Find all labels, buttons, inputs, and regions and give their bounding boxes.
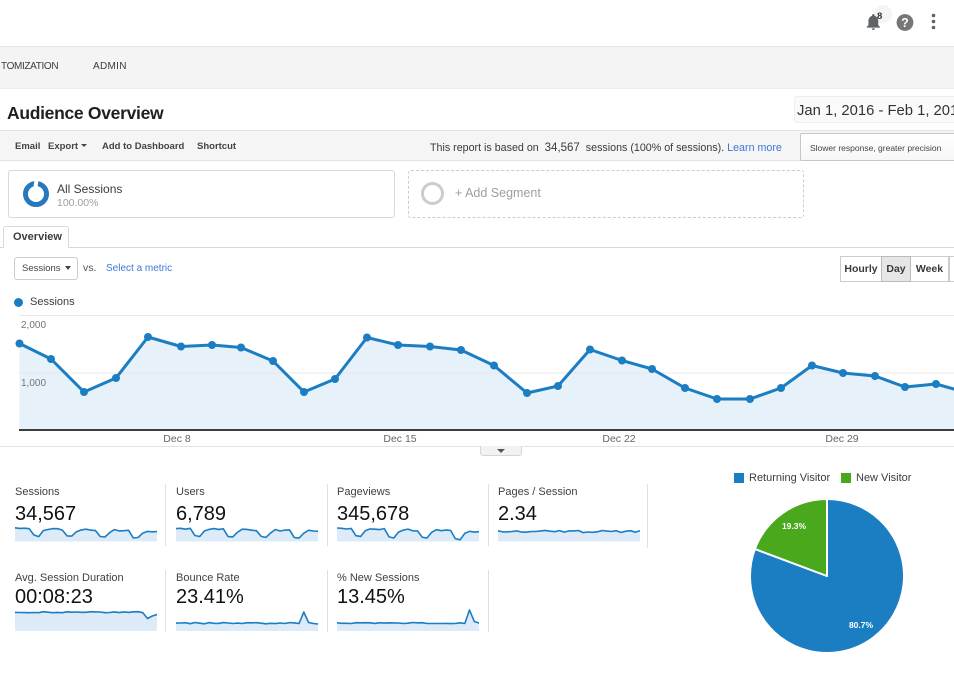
- svg-text:19.3%: 19.3%: [782, 521, 807, 531]
- svg-text:?: ?: [901, 16, 909, 30]
- svg-text:8: 8: [877, 11, 882, 22]
- svg-text:Dec 22: Dec 22: [602, 433, 635, 445]
- svg-text:2,000: 2,000: [21, 320, 46, 331]
- svg-text:Dec 29: Dec 29: [825, 433, 858, 445]
- svg-text:Dec 15: Dec 15: [383, 433, 416, 445]
- svg-text:Dec 8: Dec 8: [163, 433, 191, 445]
- svg-text:1,000: 1,000: [21, 378, 46, 389]
- svg-text:80.7%: 80.7%: [849, 620, 874, 630]
